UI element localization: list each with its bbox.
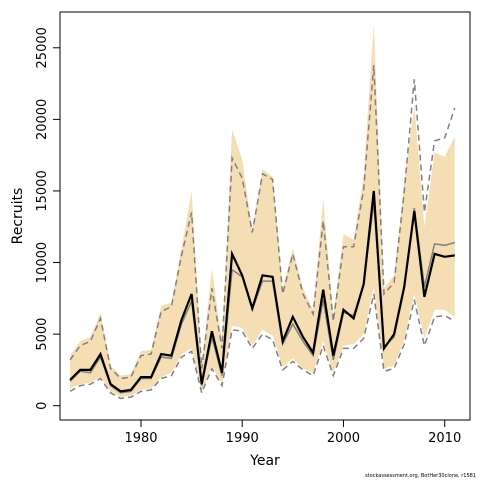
y-tick-label: 0: [35, 402, 50, 410]
y-axis: 0 5000 10000 15000 20000 25000: [35, 27, 60, 410]
x-tick-label: 1990: [226, 431, 259, 446]
y-axis-title: Recruits: [10, 188, 26, 245]
x-tick-label: 1980: [124, 431, 157, 446]
confidence-band: [70, 23, 455, 398]
recruits-estimate-line: [69, 190, 455, 393]
x-axis-title: Year: [249, 453, 280, 469]
y-tick-label: 10000: [35, 242, 50, 283]
plot-area: [69, 23, 456, 400]
y-tick-label: 20000: [35, 99, 50, 140]
x-axis: 1980 1990 2000 2010: [124, 420, 461, 446]
x-tick-label: 2000: [327, 431, 360, 446]
y-tick-label: 5000: [35, 318, 50, 351]
plot-frame: [59, 11, 471, 421]
footnote-credit: stockassessment.org, BotHer30clone, r158…: [365, 473, 476, 479]
y-tick-label: 15000: [35, 170, 50, 211]
lower-bound-dashed-line: [69, 293, 456, 400]
x-tick-label: 2010: [428, 431, 461, 446]
upper-bound-dashed-line: [69, 64, 456, 380]
y-tick-label: 25000: [35, 27, 50, 68]
